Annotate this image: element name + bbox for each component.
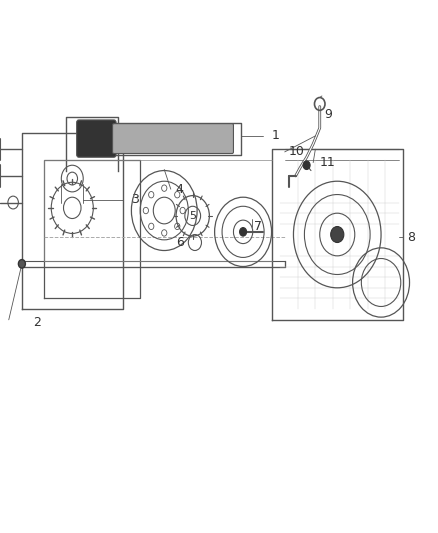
FancyBboxPatch shape [113, 124, 233, 154]
Circle shape [331, 227, 344, 243]
FancyBboxPatch shape [77, 120, 116, 157]
Text: 7: 7 [254, 220, 262, 233]
Text: 10: 10 [289, 146, 305, 158]
Text: 8: 8 [407, 231, 415, 244]
Text: 9: 9 [324, 108, 332, 121]
Text: 11: 11 [320, 156, 336, 169]
Text: 1: 1 [272, 130, 279, 142]
Text: 6: 6 [176, 236, 184, 249]
Circle shape [18, 260, 25, 268]
Text: 2: 2 [33, 316, 41, 329]
Text: 3: 3 [131, 193, 139, 206]
Text: 4: 4 [175, 183, 183, 196]
Circle shape [303, 161, 310, 169]
Circle shape [240, 228, 247, 236]
Text: 5: 5 [189, 211, 196, 221]
